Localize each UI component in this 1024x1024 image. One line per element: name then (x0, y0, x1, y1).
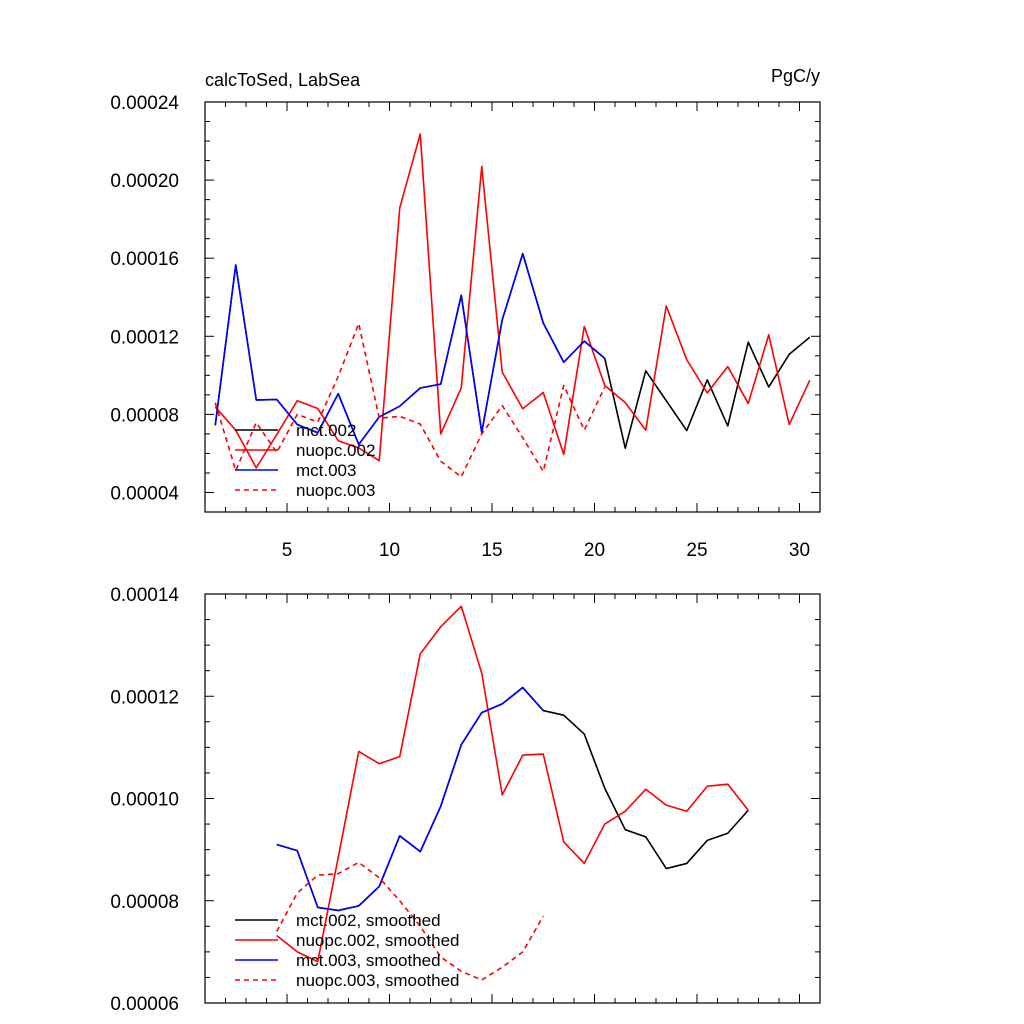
legend-label: nuopc.002, smoothed (296, 931, 460, 950)
y-tick-label: 0.00006 (110, 994, 179, 1015)
series-line-nuopc-002-smoothed (276, 605, 749, 963)
series-line-nuopc-002 (214, 133, 811, 469)
y-tick-label: 0.00008 (110, 892, 179, 913)
x-tick-label: 10 (379, 540, 400, 561)
legend-label: nuopc.003 (296, 481, 375, 500)
series-line-nuopc-003-smoothed (276, 861, 544, 981)
bottom-panel-smoothed-series: 0.00006 0.00008 0.00010 0.00012 0.00014 mct.0… (110, 585, 821, 1015)
chart-title: calcToSed, LabSea (205, 70, 361, 90)
y-tick-label: 0.00016 (110, 249, 179, 270)
x-tick-label: 25 (686, 540, 707, 561)
y-tick-label: 0.00020 (110, 171, 179, 192)
top-panel-raw-series: 5 10 15 20 25 30 0.00004 0.00008 0.00012 0.00016 0… (110, 93, 821, 561)
series-line-mct-002 (214, 252, 811, 449)
y-tick-label: 0.00012 (110, 327, 179, 348)
legend-label: mct.003, smoothed (296, 951, 441, 970)
series-group (214, 133, 811, 478)
series-line-nuopc-003 (214, 322, 606, 478)
legend-label: nuopc.003, smoothed (296, 971, 460, 990)
x-tick-label: 20 (584, 540, 605, 561)
legend-label: mct.003 (296, 461, 356, 480)
y-tick-label: 0.00010 (110, 790, 179, 811)
series-line-mct-003 (214, 252, 606, 446)
y-tick-label: 0.00014 (110, 585, 179, 606)
y-tick-label: 0.00012 (110, 687, 179, 708)
chart-units: PgC/y (771, 66, 820, 86)
series-line-mct-002-smoothed (276, 686, 749, 912)
x-tick-label: 15 (481, 540, 502, 561)
x-tick-label: 5 (282, 540, 293, 561)
series-group (276, 605, 749, 981)
y-tick-label: 0.00008 (110, 405, 179, 426)
y-tick-label: 0.00024 (110, 93, 179, 114)
x-tick-label: 30 (789, 540, 810, 561)
legend-label: mct.002, smoothed (296, 911, 441, 930)
series-line-mct-003-smoothed (276, 686, 544, 912)
legend-label: mct.002 (296, 421, 356, 440)
legend-label: nuopc.002 (296, 441, 375, 460)
y-tick-label: 0.00004 (110, 483, 179, 504)
